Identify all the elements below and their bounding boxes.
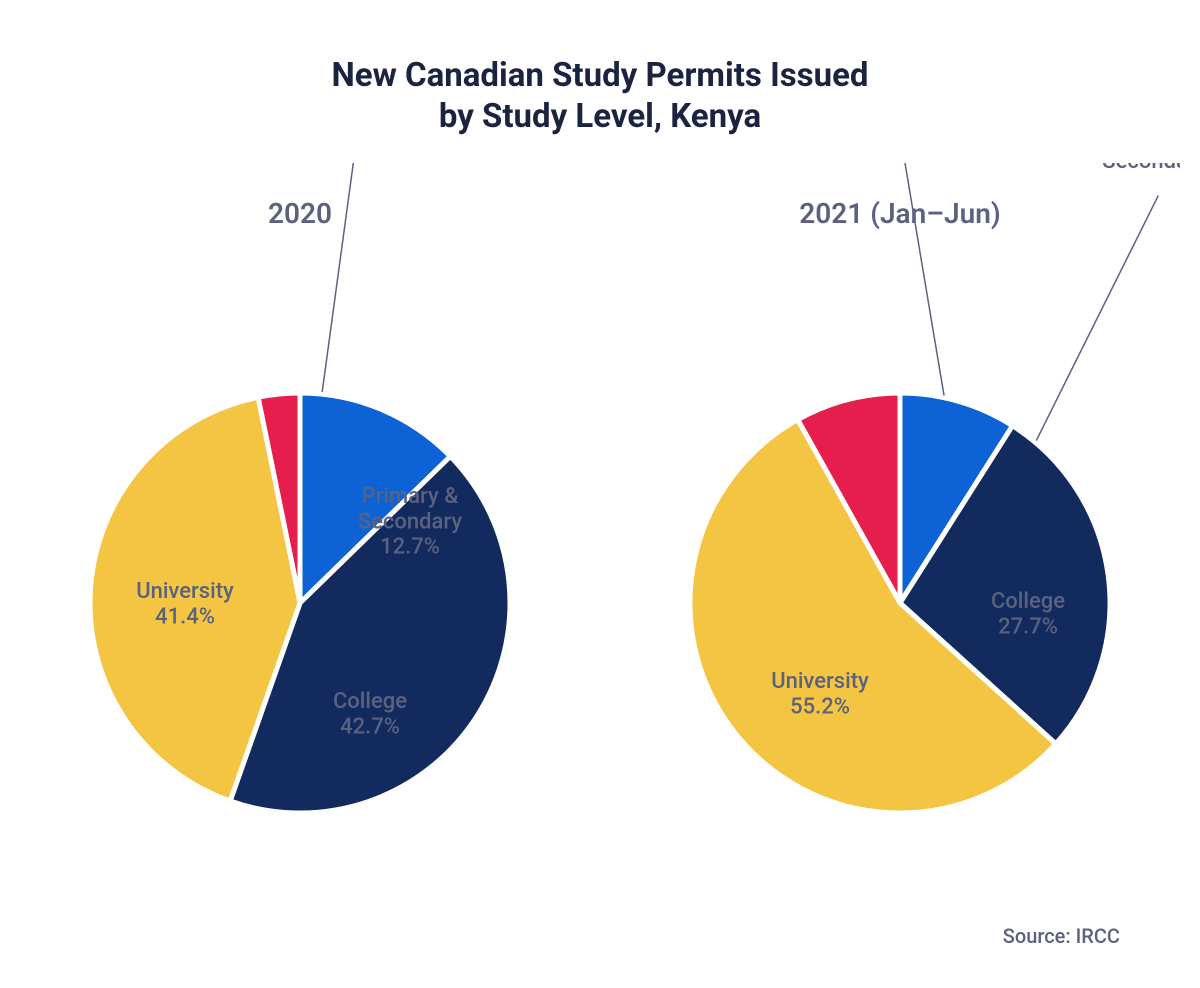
leader-line <box>1036 195 1158 440</box>
title-line1: New Canadian Study Permits Issued <box>331 56 868 95</box>
pie-chart-0: 2020Other Studies3.2%Primary &Secondary1… <box>20 163 580 923</box>
chart-subtitle: 2020 <box>268 197 332 230</box>
slice-label: Primary &Secondary 9.0% <box>1102 163 1180 174</box>
charts-row: 2020Other Studies3.2%Primary &Secondary1… <box>0 163 1200 923</box>
pie-chart-1: 2021 (Jan–Jun)Other Studies8.1%Primary &… <box>620 163 1180 923</box>
slice-label: College27.7% <box>991 589 1065 639</box>
chart-title: New Canadian Study Permits Issuedby Stud… <box>0 0 1200 138</box>
title-line2: by Study Level, Kenya <box>439 97 761 136</box>
source-attribution: Source: IRCC <box>1003 924 1120 948</box>
slice-label: College42.7% <box>333 689 407 739</box>
chart-subtitle: 2021 (Jan–Jun) <box>799 197 1000 230</box>
